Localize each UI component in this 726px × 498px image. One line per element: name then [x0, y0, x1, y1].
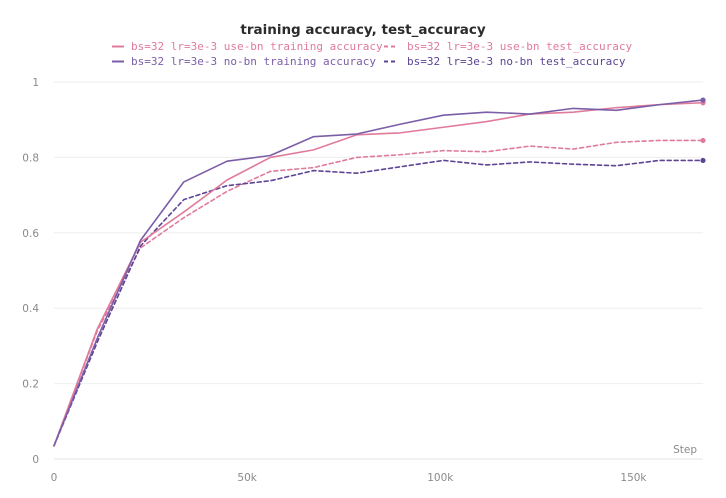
series-line-3 — [53, 159, 704, 447]
x-tick-label: 0 — [51, 472, 58, 484]
x-tick-label: 150k — [620, 472, 647, 484]
legend-label: bs=32 lr=3e-3 no-bn test_accuracy — [407, 55, 626, 68]
series-end-point-2 — [700, 97, 706, 103]
y-tick-label: 0.6 — [22, 228, 39, 240]
y-tick-label: 1 — [32, 77, 39, 89]
x-tick-label: 50k — [237, 472, 257, 484]
legend-label: bs=32 lr=3e-3 no-bn training accuracy — [131, 55, 376, 68]
series-line-2 — [53, 99, 704, 447]
x-axis-label: Step — [673, 444, 697, 456]
series-end-point-3 — [700, 157, 706, 164]
y-tick-label: 0 — [32, 454, 39, 466]
y-tick-label: 0.8 — [22, 152, 39, 164]
legend-label: bs=32 lr=3e-3 use-bn test_accuracy — [407, 40, 633, 53]
chart-title: training accuracy, test_accuracy — [240, 22, 485, 38]
y-tick-label: 0.2 — [22, 379, 39, 391]
x-tick-label: 100k — [427, 472, 454, 484]
axes: 0 0.2 0.4 0.6 0.8 1 0 50k 100k 150k — [22, 77, 703, 484]
series-line-1 — [53, 139, 704, 447]
gridlines — [54, 81, 703, 385]
series-end-point-1 — [700, 137, 706, 144]
y-tick-label: 0.4 — [22, 303, 39, 315]
series-group — [53, 97, 706, 447]
legend: bs=32 lr=3e-3 use-bn training accuracy bs… — [112, 40, 633, 68]
legend-label: bs=32 lr=3e-3 use-bn training accuracy — [131, 40, 383, 53]
series-line-0 — [53, 101, 704, 447]
